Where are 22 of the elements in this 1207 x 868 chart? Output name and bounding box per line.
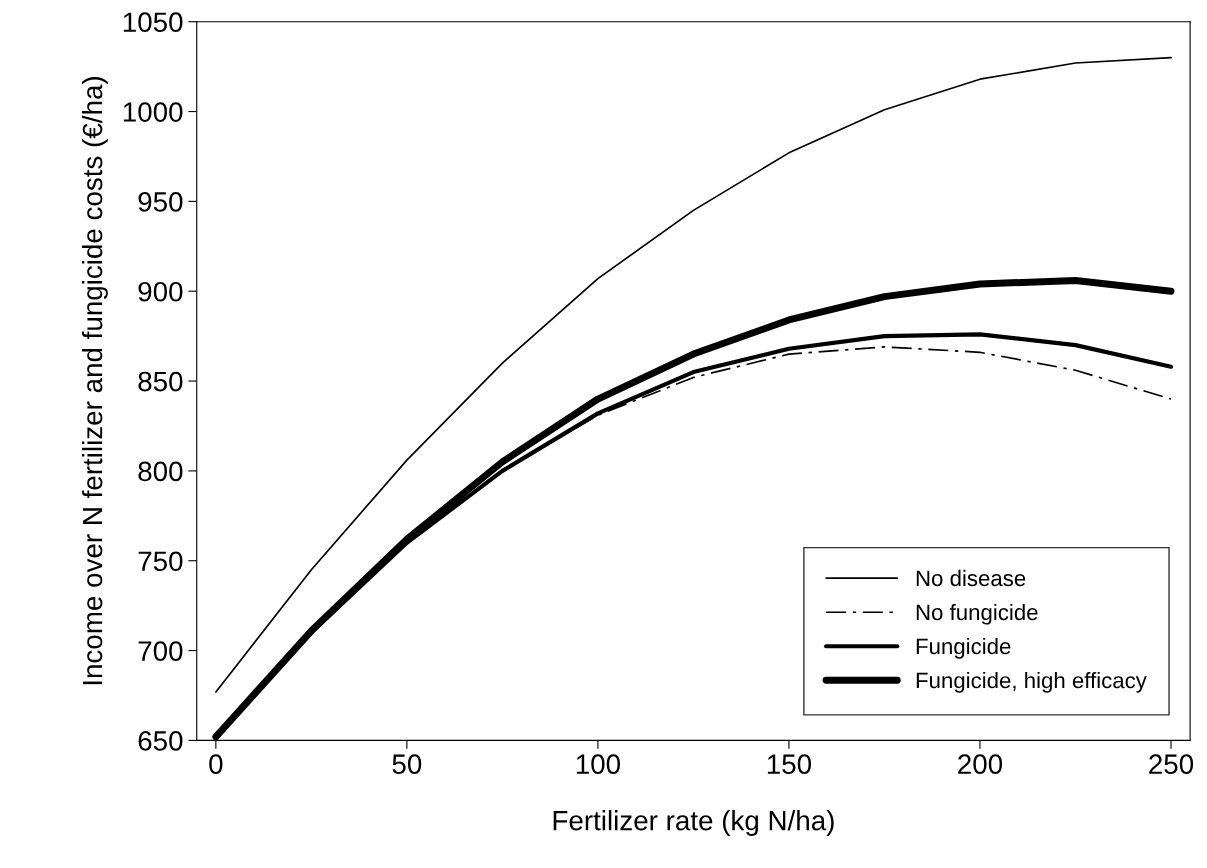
x-tick-label: 150 (767, 754, 812, 774)
y-tick-label: 850 (138, 371, 183, 392)
x-axis-title: Fertilizer rate (kg N/ha) (553, 810, 834, 836)
x-tick-label: 50 (392, 754, 422, 774)
y-tick-label: 900 (138, 281, 183, 302)
y-axis-title: Income over N fertilizer and fungicide costs (€/ha) (81, 77, 108, 685)
line-series (215, 56, 1172, 693)
legend-label: No disease (916, 569, 1026, 587)
y-tick-label: 700 (138, 641, 183, 661)
legend-label: Fungicide, high efficacy (916, 671, 1147, 693)
x-tick-label: 100 (576, 754, 620, 774)
y-tick-label: 950 (138, 192, 183, 212)
y-tick-label: 750 (138, 551, 183, 572)
legend-label: No fungicide (916, 603, 1038, 625)
y-tick-label: 800 (138, 461, 183, 482)
y-tick-label: 1050 (123, 12, 183, 33)
legend-label: Fungicide (916, 637, 1011, 659)
x-tick-label: 200 (958, 754, 1003, 774)
x-tick-label: 250 (1149, 754, 1194, 774)
x-tick-label: 0 (209, 754, 223, 774)
y-tick-label: 1000 (123, 102, 183, 122)
y-tick-label: 650 (138, 731, 183, 751)
